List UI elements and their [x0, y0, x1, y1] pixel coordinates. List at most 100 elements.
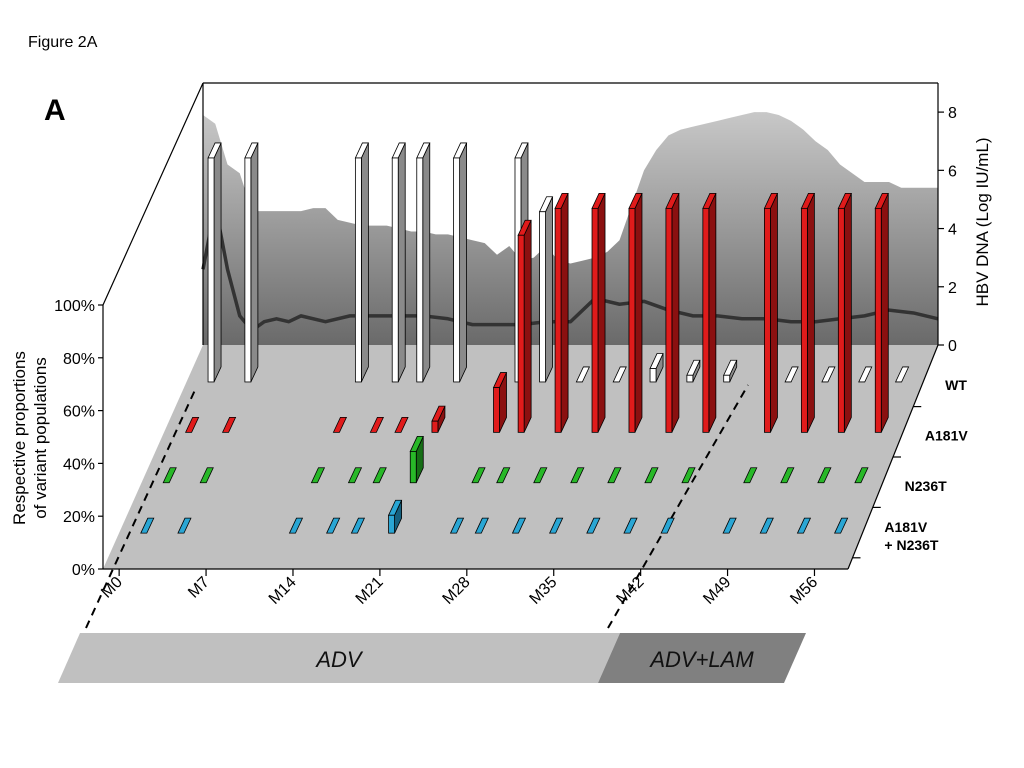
x-axis: M0 M7 M14 M21 M28 M35 M42 M49 M56 [98, 569, 821, 608]
bar-side [634, 193, 643, 433]
phase-label: ADV+LAM [648, 647, 754, 672]
bar-marker [221, 416, 237, 433]
bar-marker [570, 467, 585, 484]
bar-front [539, 211, 546, 383]
bar-front [764, 207, 771, 433]
phase-guide-line [85, 389, 196, 629]
bar-marker [140, 517, 155, 534]
back-wall [201, 82, 939, 345]
variant-bars [140, 142, 910, 534]
bar-marker [894, 366, 910, 383]
phase-band [598, 633, 806, 683]
bar-front [354, 157, 362, 383]
bar-front [649, 368, 657, 383]
bar-marker [780, 467, 795, 484]
y-left-axis-title-line1: Respective proportions [10, 351, 29, 525]
bar-marker [612, 366, 627, 383]
bar-marker [332, 416, 348, 433]
y-right-tick-label: 2 [948, 280, 957, 297]
bar-marker [162, 467, 177, 484]
bar-front [244, 157, 252, 383]
bar-marker [372, 467, 387, 484]
phase-guide-line [607, 384, 749, 629]
x-tick-label: M28 [440, 574, 474, 608]
y-right-tick-label: 0 [948, 338, 957, 355]
bar-marker [394, 416, 409, 433]
y-right-tick-label: 8 [948, 105, 957, 122]
bar-side [250, 142, 259, 383]
bar-marker [474, 517, 489, 534]
bar-marker [199, 467, 214, 484]
bar-marker [185, 416, 200, 433]
bar-marker [533, 467, 548, 484]
bar-side [213, 142, 222, 383]
bar-front [665, 207, 673, 433]
bar-marker [350, 517, 366, 534]
x-tick-label: M56 [787, 574, 821, 608]
bar-marker [644, 467, 659, 484]
bar-marker [759, 517, 774, 534]
bar-marker [471, 467, 486, 484]
bar-marker [858, 366, 873, 383]
bar-marker [310, 467, 326, 484]
x-tick-label: M49 [700, 574, 734, 608]
bar-marker [496, 467, 511, 484]
bar-marker [660, 517, 675, 534]
bar-marker [623, 517, 638, 534]
y-left-tick-label: 20% [63, 509, 95, 526]
bar-marker [607, 467, 622, 484]
side-wall-top-edge [102, 82, 204, 306]
panel-label: A [44, 94, 66, 127]
y-right-tick-label: 4 [948, 222, 957, 239]
figure-label: Figure 2A [28, 34, 98, 51]
bar-front [723, 374, 731, 383]
depth-label: N236T [905, 478, 947, 494]
bar-marker [821, 366, 836, 383]
x-tick-label: M42 [613, 574, 647, 608]
x-tick-label: M35 [527, 574, 561, 608]
bar-side [422, 142, 431, 383]
x-tick-label: M21 [353, 574, 387, 608]
bar-marker [722, 517, 737, 534]
bar-front [388, 514, 395, 534]
bar-side [597, 193, 606, 433]
y-left-axis-title-line2: of variant populations [31, 357, 50, 519]
bar-front [207, 157, 215, 383]
bar-side [880, 193, 889, 433]
bar-side [843, 193, 852, 433]
bar-side [770, 193, 778, 433]
bar-marker [854, 467, 869, 484]
bar-front [800, 207, 808, 433]
depth-label: A181V [925, 427, 968, 443]
bar-marker [549, 517, 564, 534]
bar-side [545, 196, 553, 383]
y-left-tick-label: 40% [63, 456, 95, 473]
floor-surface [103, 345, 938, 569]
bar-marker [288, 517, 304, 534]
therapy-phase-bar: ADV ADV+LAM [58, 633, 806, 683]
bar-marker [369, 416, 384, 433]
y-right-axis: HBV DNA (Log IU/mL) 0 2 4 6 8 [938, 105, 992, 355]
bar-marker [743, 467, 758, 484]
bar-front [686, 374, 694, 383]
depth-label: + N236T [884, 537, 939, 553]
bar-front [591, 207, 599, 433]
bar-front [837, 207, 845, 433]
phase-label: ADV [314, 647, 364, 672]
y-right-tick-label: 6 [948, 163, 957, 180]
bar-side [671, 193, 680, 433]
hbv-dna-area [203, 112, 938, 345]
bar-front [431, 420, 439, 433]
bar-front [409, 450, 417, 484]
bar-front [628, 207, 636, 433]
bar-front [391, 157, 399, 383]
y-left-tick-label: 60% [63, 404, 95, 421]
depth-axis: WT A181V N236T A181V + N236T [852, 377, 968, 559]
bar-side [397, 142, 406, 383]
bar-side [806, 193, 815, 433]
bar-marker [784, 366, 799, 383]
bar-marker [177, 517, 192, 534]
bar-marker [347, 467, 363, 484]
bar-side [560, 193, 569, 433]
bar-marker [511, 517, 527, 534]
